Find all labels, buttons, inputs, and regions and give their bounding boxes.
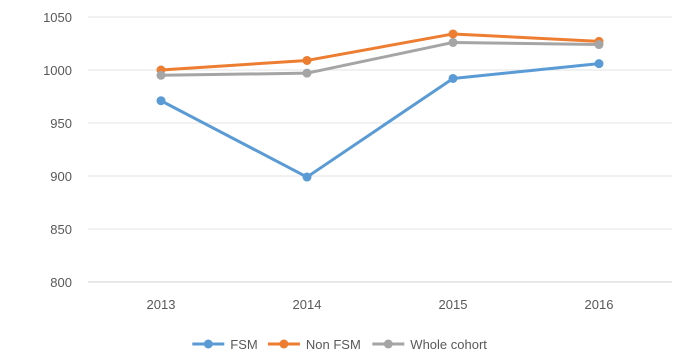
- y-tick-label: 1050: [43, 10, 72, 25]
- gridlines: [88, 16, 672, 283]
- y-tick-label: 1000: [43, 63, 72, 78]
- series-non-fsm: [156, 29, 604, 75]
- data-point: [448, 37, 458, 47]
- x-tick-label: 2016: [585, 297, 614, 312]
- series-fsm: [156, 59, 604, 182]
- y-tick-label: 900: [50, 169, 72, 184]
- series-lines: [156, 29, 604, 182]
- data-point: [156, 96, 166, 106]
- y-axis: 800 850 900 950 1000 1050: [43, 10, 72, 290]
- data-point: [302, 68, 312, 78]
- legend-item: Whole cohort: [372, 337, 487, 352]
- legend-label: Non FSM: [306, 337, 361, 352]
- x-tick-label: 2015: [439, 297, 468, 312]
- data-point: [594, 59, 604, 69]
- legend: FSM Non FSM Whole cohort: [192, 337, 487, 352]
- data-point: [302, 172, 312, 182]
- data-point: [448, 29, 458, 39]
- series-line: [159, 40, 601, 77]
- x-tick-label: 2014: [293, 297, 322, 312]
- legend-label: FSM: [230, 337, 257, 352]
- y-tick-label: 950: [50, 116, 72, 131]
- series-line: [159, 32, 601, 72]
- series-whole-cohort: [156, 37, 604, 80]
- data-point: [594, 40, 604, 50]
- series-line: [159, 62, 601, 179]
- y-tick-label: 850: [50, 222, 72, 237]
- y-tick-label: 800: [50, 275, 72, 290]
- data-point: [448, 73, 458, 83]
- legend-swatch-marker: [203, 339, 213, 349]
- legend-item: FSM: [192, 337, 258, 352]
- legend-swatch-marker: [279, 339, 289, 349]
- x-axis: 2013 2014 2015 2016: [147, 297, 614, 312]
- legend-swatch-marker: [383, 339, 393, 349]
- data-point: [156, 70, 166, 80]
- legend-item: Non FSM: [267, 337, 361, 352]
- data-point: [302, 55, 312, 65]
- legend-label: Whole cohort: [410, 337, 487, 352]
- x-tick-label: 2013: [147, 297, 176, 312]
